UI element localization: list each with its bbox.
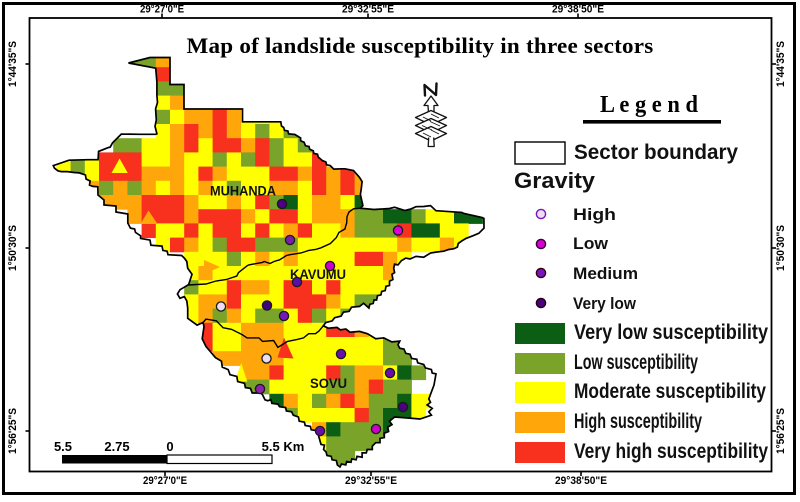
svg-text:MUHANDA: MUHANDA <box>210 183 276 199</box>
svg-text:5.5: 5.5 <box>54 439 72 454</box>
svg-text:29°38'50"E: 29°38'50"E <box>552 4 604 16</box>
svg-text:Low: Low <box>573 234 609 253</box>
svg-text:1°56'25"S: 1°56'25"S <box>775 408 787 454</box>
svg-text:1°50'30"S: 1°50'30"S <box>7 225 19 271</box>
svg-text:1°56'25"S: 1°56'25"S <box>7 408 19 454</box>
svg-text:Very high susceptibility: Very high susceptibility <box>574 440 768 463</box>
svg-text:High: High <box>573 205 616 224</box>
svg-text:1°50'30"S: 1°50'30"S <box>775 225 787 271</box>
svg-text:29°27'0"E: 29°27'0"E <box>143 475 187 487</box>
svg-text:Low susceptibility: Low susceptibility <box>574 351 698 374</box>
svg-text:29°32'55"E: 29°32'55"E <box>342 4 394 16</box>
svg-text:SOVU: SOVU <box>310 375 347 391</box>
svg-text:L e g e n d: L e g e n d <box>600 92 699 118</box>
svg-text:29°27'0"E: 29°27'0"E <box>140 4 184 16</box>
svg-text:Very low: Very low <box>573 294 637 313</box>
svg-text:1°44'35"S: 1°44'35"S <box>7 41 19 87</box>
svg-text:2.75: 2.75 <box>104 439 129 454</box>
svg-text:Moderate susceptibility: Moderate susceptibility <box>574 380 766 403</box>
svg-text:Gravity: Gravity <box>514 168 596 193</box>
svg-text:29°38'50"E: 29°38'50"E <box>555 475 607 487</box>
svg-text:29°32'55"E: 29°32'55"E <box>345 475 397 487</box>
svg-text:0: 0 <box>166 439 173 454</box>
svg-text:Very low susceptibility: Very low susceptibility <box>574 321 768 344</box>
svg-text:Sector boundary: Sector boundary <box>574 141 738 164</box>
svg-text:High susceptibility: High susceptibility <box>574 410 702 433</box>
svg-text:Medium: Medium <box>573 264 638 283</box>
svg-text:Map of landslide susceptibilit: Map of landslide susceptibility in three… <box>187 33 654 58</box>
svg-text:1°44'35"S: 1°44'35"S <box>775 41 787 87</box>
svg-text:5.5 Km: 5.5 Km <box>262 439 305 454</box>
